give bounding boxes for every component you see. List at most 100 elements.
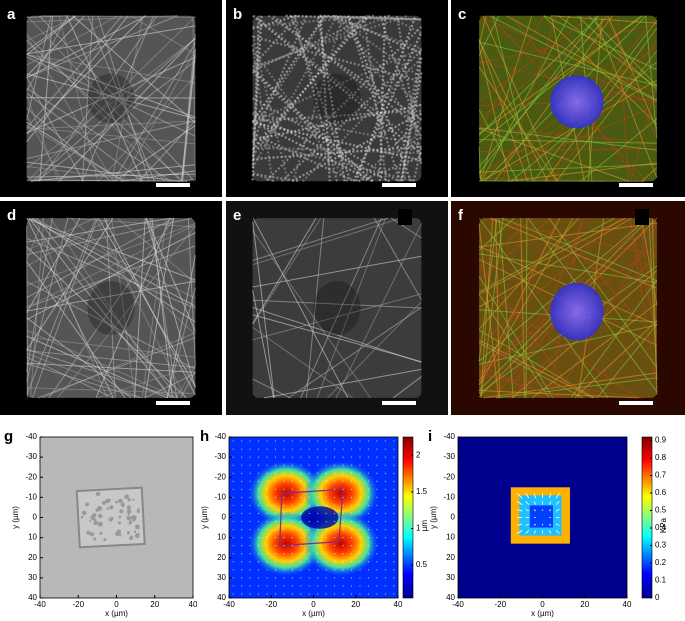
displacement-dot [232,456,234,458]
displacement-dot [232,448,234,450]
displacement-dot [274,488,277,490]
displacement-dot [334,520,336,523]
fiber [337,15,423,137]
cell-texture [132,498,135,501]
displacement-dot [393,593,395,595]
fiber [648,218,658,380]
fiber [490,217,658,289]
fiber [252,255,422,288]
displacement-dot [283,593,285,595]
fiber [252,145,422,161]
displacement-dot [393,488,395,490]
fiber [26,126,196,145]
displacement-dot [342,561,344,563]
fiber [288,306,422,399]
displacement-dot [376,569,378,571]
fiber [390,217,422,239]
fiber [26,15,123,129]
displacement-dot [359,528,361,531]
fiber [26,165,142,182]
displacement-dot [300,504,302,507]
y-axis-label: y (µm) [200,506,209,529]
displacement-dot [384,585,386,587]
displacement-dot [257,528,260,531]
displacement-dot [393,520,395,523]
displacement-dot [300,464,302,466]
fiber [187,218,196,366]
displacement-dot [266,496,268,498]
fiber [32,37,196,182]
fiber [525,218,528,398]
displacement-dot [257,585,260,587]
displacement-dot [367,496,370,498]
displacement-dot [393,537,395,539]
displacement-dot [325,472,327,474]
displacement-dot [257,472,260,474]
displacement-dot [393,528,395,531]
displacement-dot [291,464,293,466]
fiber [26,124,124,182]
displacement-dot [300,448,302,450]
fiber [252,109,422,123]
fiber [495,377,657,399]
fiber [169,178,196,182]
displacement-dot [325,585,327,587]
fiber [252,103,422,142]
displacement-dot [384,537,386,539]
fiber [26,173,196,178]
traction-arrow [555,501,560,505]
displacement-dot [342,528,344,531]
panel-letter: b [233,6,242,23]
y-tick-label: 10 [217,533,226,542]
cell-texture [110,516,114,520]
displacement-dot [367,561,370,563]
colorbar-tick-label: 0.4 [655,523,667,532]
displacement-dot [384,496,386,498]
displacement-dot [232,440,234,442]
displacement-dot [232,528,234,531]
cell-texture [122,505,125,508]
fiber [478,66,558,182]
x-tick-label: 40 [623,600,632,609]
displacement-dot [376,504,378,507]
fiber [26,356,114,399]
displacement-dot [241,440,243,442]
cell-texture [89,519,92,523]
displacement-dot [266,512,268,515]
displacement-dot [334,488,336,490]
displacement-dot [257,577,260,579]
displacement-dot [274,480,277,482]
x-tick-label: 20 [150,600,159,609]
displacement-dot [232,545,234,547]
displacement-dot [266,569,268,571]
displacement-dot [393,561,395,563]
displacement-dot [300,520,302,523]
displacement-dot [249,496,251,498]
displacement-dot [257,553,260,555]
displacement-dot [334,464,336,466]
fiber [478,217,615,293]
fiber [478,15,599,174]
dark-square [635,209,649,225]
displacement-dot [376,520,378,523]
fiber [181,48,196,182]
displacement-dot [376,593,378,595]
displacement-dot [249,440,251,442]
displacement-dot [232,537,234,539]
cell [252,15,422,182]
displacement-dot [350,480,353,482]
displacement-dot [300,569,302,571]
displacement-dot [334,553,336,555]
fiber [26,15,129,143]
displacement-dot [308,561,310,563]
fiber [251,35,289,182]
traction-arrow [517,509,523,512]
fiber [26,329,178,399]
displacement-dot [300,480,302,482]
fiber [478,15,608,168]
panel-letter: e [233,207,241,224]
displacement-dot [283,448,285,450]
y-tick-label: 0 [451,513,456,522]
displacement-dot [350,593,353,595]
displacement-dot [249,448,251,450]
